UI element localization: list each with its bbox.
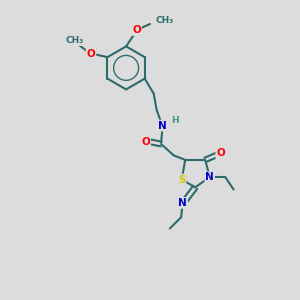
Text: N: N [206, 172, 214, 182]
Text: H: H [171, 116, 179, 124]
Text: N: N [158, 121, 167, 130]
Text: O: O [132, 25, 141, 35]
Text: N: N [178, 198, 187, 208]
Text: CH₃: CH₃ [155, 16, 173, 25]
Text: CH₃: CH₃ [65, 36, 84, 45]
Text: S: S [178, 175, 185, 184]
Text: O: O [87, 49, 95, 59]
Text: O: O [141, 136, 150, 147]
Text: O: O [216, 148, 225, 158]
